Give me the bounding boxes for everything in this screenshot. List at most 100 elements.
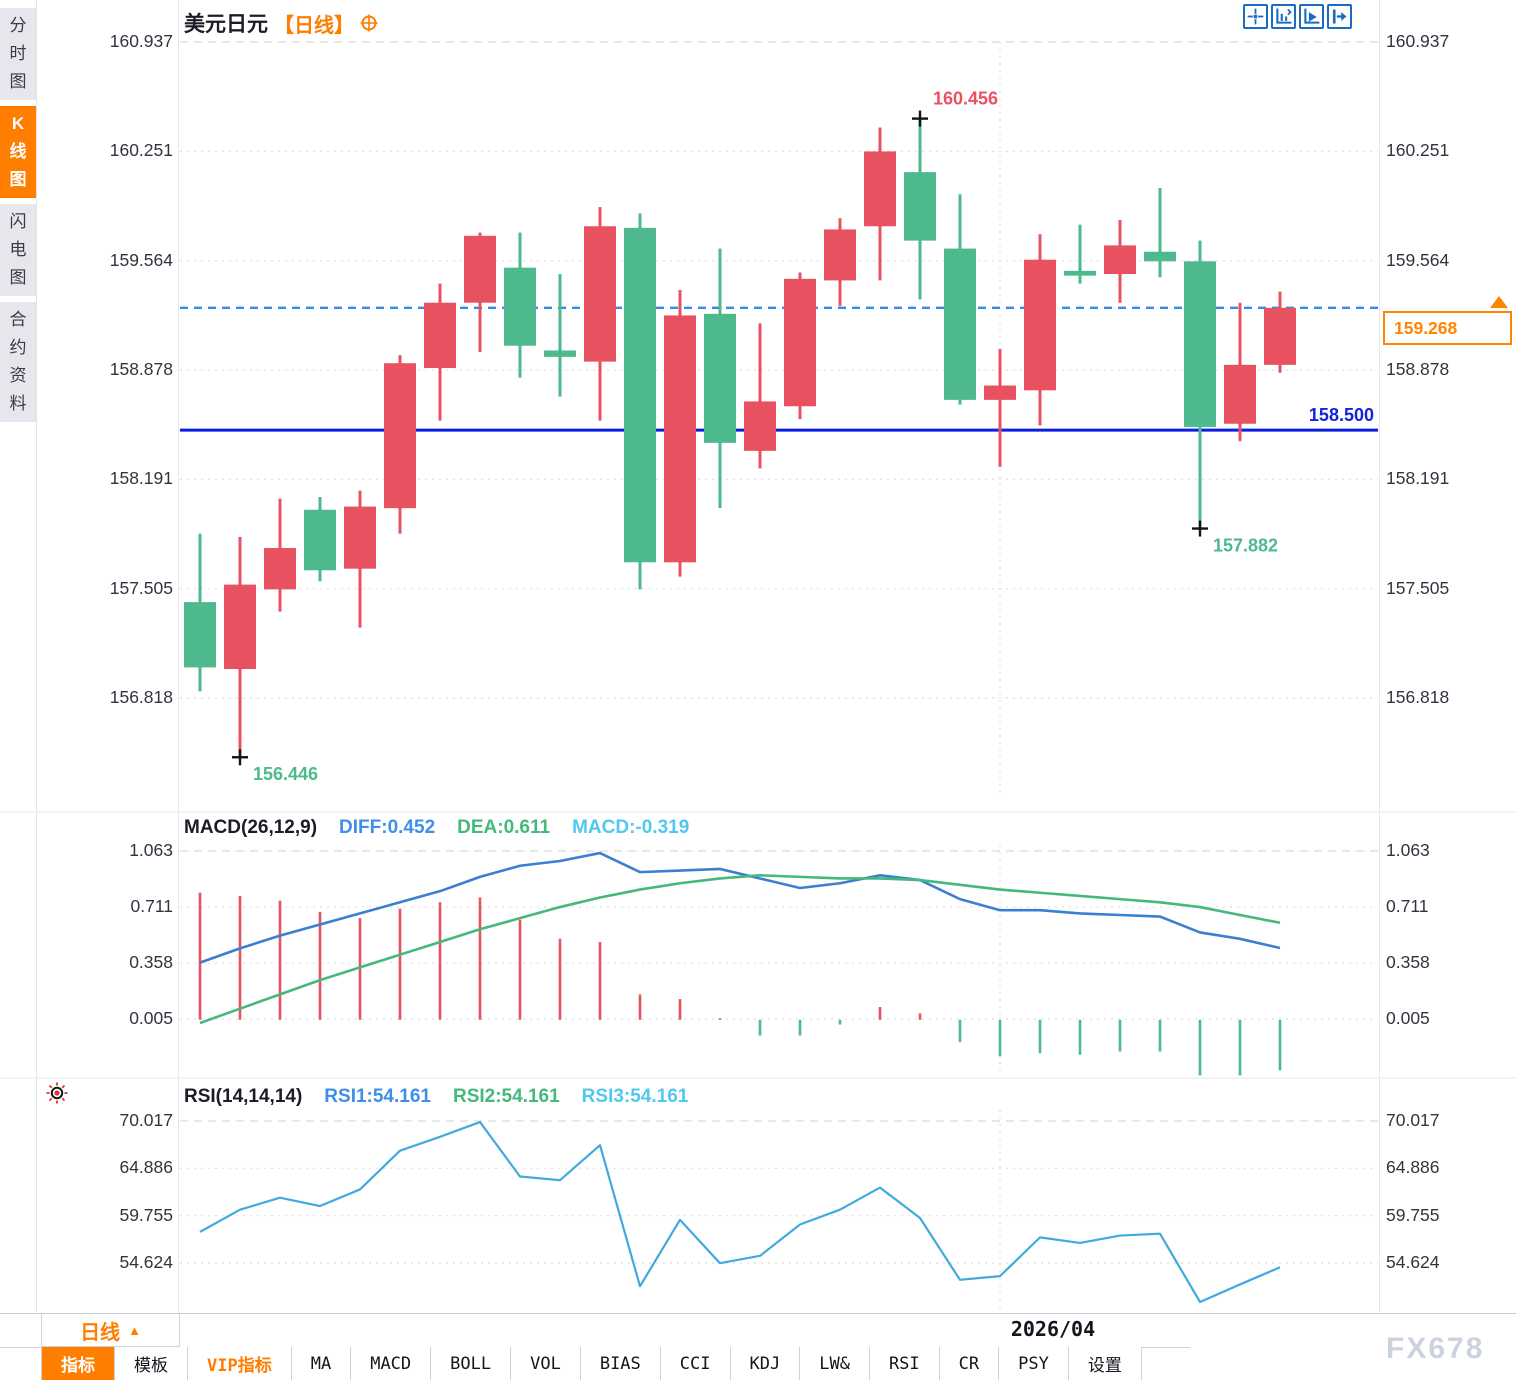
move-crosshair-icon[interactable] bbox=[1243, 4, 1268, 29]
price-tick-right: 156.818 bbox=[1386, 687, 1450, 707]
chart-toolbar bbox=[1243, 4, 1352, 29]
bottom-tab-cci[interactable]: CCI bbox=[660, 1347, 731, 1380]
axis-zoom-icon[interactable] bbox=[1271, 4, 1296, 29]
candle-body bbox=[504, 267, 536, 346]
macd-tick-left: 0.005 bbox=[129, 1008, 173, 1028]
bottom-tab-macd[interactable]: MACD bbox=[351, 1347, 432, 1380]
period-selector[interactable]: 日线 ▲ bbox=[41, 1314, 180, 1347]
candle-body bbox=[584, 226, 616, 362]
candle-body bbox=[1024, 259, 1056, 391]
rsi-line bbox=[199, 1120, 1281, 1304]
price-tick-right: 160.937 bbox=[1386, 31, 1450, 51]
candle-body bbox=[624, 227, 656, 563]
price-tick-right: 158.191 bbox=[1386, 468, 1450, 489]
price-annotation: 160.456 bbox=[933, 89, 998, 109]
rsi-value-2: RSI3:54.161 bbox=[581, 1086, 689, 1107]
candle-body bbox=[824, 229, 856, 281]
bottom-tab-kdj[interactable]: KDJ bbox=[730, 1347, 801, 1380]
triangle-up-icon: ▲ bbox=[128, 1322, 141, 1338]
price-tick-right: 160.251 bbox=[1386, 140, 1450, 161]
candle-body bbox=[784, 278, 816, 407]
price-tick-right: 159.564 bbox=[1386, 249, 1450, 270]
candle-body bbox=[424, 302, 456, 369]
price-annotation: 156.446 bbox=[253, 764, 318, 784]
pan-right-icon[interactable] bbox=[1327, 4, 1352, 29]
macd-tick-right: 0.005 bbox=[1386, 1008, 1430, 1028]
period-tag: 【日线】 bbox=[274, 14, 354, 37]
axis-play-icon[interactable] bbox=[1299, 4, 1324, 29]
sidebar-tab-kline-chart[interactable]: K 线 图 bbox=[0, 106, 36, 198]
macd-title: MACD(26,12,9) bbox=[184, 817, 318, 838]
candle-body bbox=[224, 584, 256, 670]
sidebar: 分 时 图 K 线 图闪 电 图合 约 资 料 bbox=[0, 0, 37, 1313]
bottom-tab-bias[interactable]: BIAS bbox=[580, 1347, 661, 1380]
rsi-title: RSI(14,14,14) bbox=[184, 1086, 303, 1107]
macd-tick-left: 0.711 bbox=[130, 895, 174, 916]
rsi-tick-left: 59.755 bbox=[119, 1204, 173, 1225]
candle-body bbox=[1144, 251, 1176, 262]
sidebar-tab-time-share-chart[interactable]: 分 时 图 bbox=[0, 8, 36, 100]
bottom-tab-boll[interactable]: BOLL bbox=[431, 1347, 512, 1380]
last-price-box: 159.268 bbox=[1383, 311, 1512, 345]
macd-tick-right: 0.711 bbox=[1386, 895, 1429, 916]
bottom-tab-indicator[interactable]: 指标 bbox=[41, 1347, 115, 1380]
rsi-value-1: RSI2:54.161 bbox=[452, 1086, 560, 1107]
candle-body bbox=[904, 172, 936, 241]
candle-body bbox=[864, 151, 896, 227]
bottom-tab-vol[interactable]: VOL bbox=[511, 1347, 581, 1380]
rsi-tick-left: 64.886 bbox=[119, 1157, 173, 1178]
bottom-tab-ma[interactable]: MA bbox=[291, 1347, 352, 1380]
rsi-tick-left: 70.017 bbox=[119, 1110, 173, 1130]
candle-body bbox=[1264, 307, 1296, 365]
macd-dea-line bbox=[199, 873, 1281, 1025]
candle-body bbox=[704, 313, 736, 443]
candle-body bbox=[944, 248, 976, 400]
macd-value-2: MACD:-0.319 bbox=[572, 817, 690, 838]
price-tick-right: 158.878 bbox=[1386, 358, 1450, 379]
rsi-tick-right: 70.017 bbox=[1386, 1110, 1440, 1130]
candle-body bbox=[544, 350, 576, 357]
macd-value-1: DEA:0.611 bbox=[457, 817, 551, 838]
candle-body bbox=[984, 385, 1016, 400]
bottom-separator bbox=[0, 1313, 1516, 1314]
macd-value-0: DIFF:0.452 bbox=[339, 817, 436, 838]
candle-body bbox=[264, 547, 296, 590]
sidebar-tab-flash-chart[interactable]: 闪 电 图 bbox=[0, 204, 36, 296]
price-up-arrow-icon bbox=[1490, 296, 1508, 308]
price-tick-left: 158.191 bbox=[109, 468, 173, 489]
candle-body bbox=[464, 235, 496, 303]
chart-title-row: 美元日元 【日线】 bbox=[184, 8, 378, 38]
candle-body bbox=[1064, 270, 1096, 276]
bottom-tab-lwr[interactable]: LW& bbox=[800, 1347, 870, 1380]
price-tick-right: 157.505 bbox=[1386, 577, 1450, 598]
alert-sun-icon[interactable] bbox=[44, 1080, 70, 1111]
rsi-header: RSI(14,14,14) RSI1:54.161 RSI2:54.161 RSI3:… bbox=[184, 1086, 688, 1108]
price-tick-left: 160.251 bbox=[109, 140, 173, 161]
price-annotation: 157.882 bbox=[1213, 536, 1278, 556]
macd-tick-left: 0.358 bbox=[129, 951, 173, 972]
candle-body bbox=[304, 509, 336, 571]
candle-body bbox=[184, 602, 216, 668]
candle-body bbox=[1184, 261, 1216, 427]
bottom-tab-vip-indicator[interactable]: VIP指标 bbox=[188, 1347, 292, 1380]
x-axis-date-label: 2026/04 bbox=[1010, 1317, 1096, 1341]
candle-body bbox=[1104, 245, 1136, 275]
bottom-tab-settings[interactable]: 设置 bbox=[1068, 1347, 1142, 1380]
bottom-tab-template[interactable]: 模板 bbox=[115, 1347, 188, 1380]
page-title: 美元日元 bbox=[184, 13, 268, 36]
price-tick-left: 159.564 bbox=[109, 249, 173, 270]
bottom-tab-rsi[interactable]: RSI bbox=[869, 1347, 940, 1380]
bottom-tab-cr[interactable]: CR bbox=[939, 1347, 1000, 1380]
candle-body bbox=[744, 401, 776, 451]
fx678-watermark: FX678 bbox=[1386, 1332, 1485, 1365]
sidebar-tab-contract-info[interactable]: 合 约 资 料 bbox=[0, 302, 36, 422]
bottom-tab-psy[interactable]: PSY bbox=[999, 1347, 1069, 1380]
crosshair-target-icon[interactable] bbox=[360, 14, 378, 32]
candle-body bbox=[344, 506, 376, 569]
macd-header: MACD(26,12,9) DIFF:0.452 DEA:0.611 MACD:-0.… bbox=[184, 817, 689, 839]
support-line-label: 158.500 bbox=[1309, 405, 1374, 425]
rsi-tick-right: 59.755 bbox=[1386, 1204, 1440, 1225]
price-tick-left: 157.505 bbox=[109, 577, 173, 598]
candle-body bbox=[664, 315, 696, 563]
